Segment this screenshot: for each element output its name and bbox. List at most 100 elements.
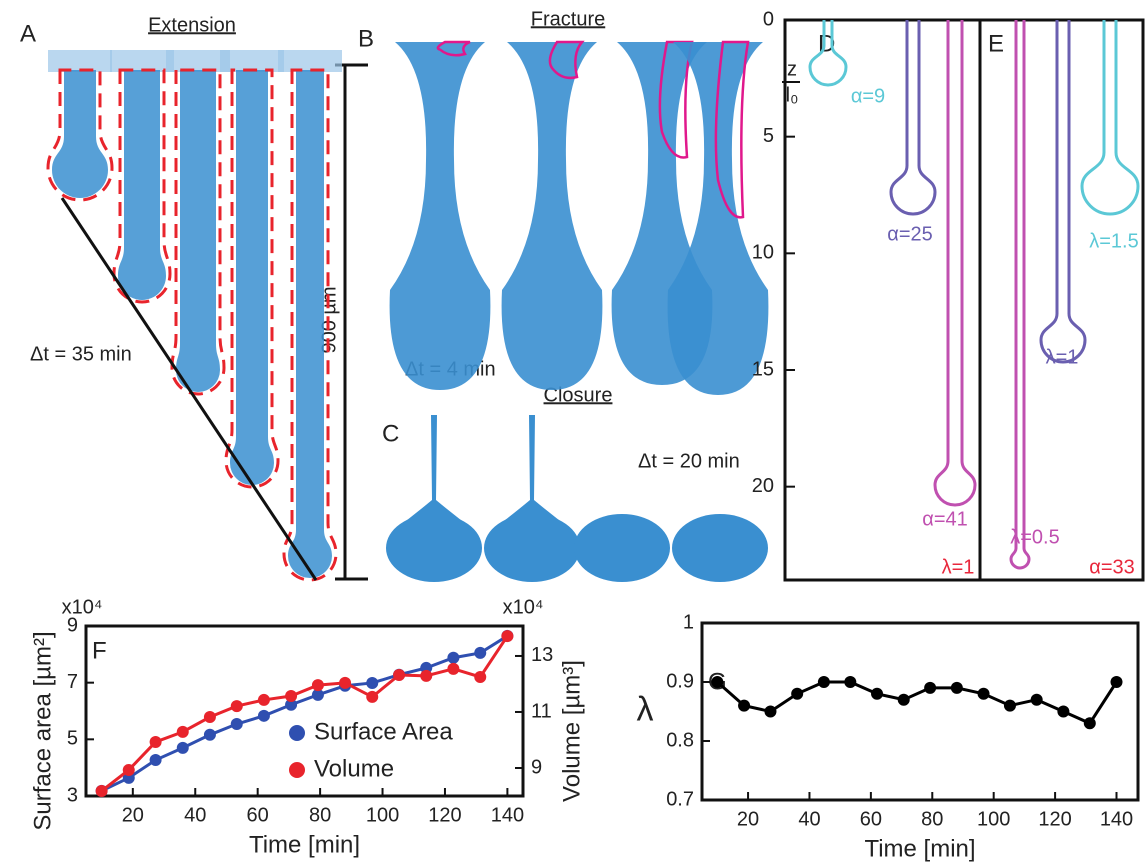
data-point xyxy=(366,690,379,703)
data-point xyxy=(501,630,514,643)
profile-curve xyxy=(1080,20,1140,216)
data-point xyxy=(311,679,324,692)
data-point xyxy=(203,728,216,741)
organoid-outline xyxy=(46,68,114,202)
data-point xyxy=(474,670,487,683)
y-tick-label: 0 xyxy=(763,8,774,30)
x-tick-label: 40 xyxy=(184,804,206,826)
debris xyxy=(278,50,342,72)
profile-curve xyxy=(933,20,977,507)
organoid xyxy=(484,514,580,582)
axis-label: l₀ xyxy=(786,84,799,106)
organoid-outline xyxy=(112,68,172,304)
organoid xyxy=(176,70,220,392)
curve-label: λ=1.5 xyxy=(1089,230,1138,252)
legend-label: Volume xyxy=(314,755,394,782)
panel-label: C xyxy=(382,420,399,447)
x-tick-label: 100 xyxy=(977,808,1010,830)
organoid-outline xyxy=(282,68,338,582)
organoid xyxy=(386,514,482,582)
multiplier: x10⁴ xyxy=(503,596,544,618)
data-point xyxy=(738,699,751,712)
data-point xyxy=(817,676,830,688)
data-point xyxy=(924,681,937,694)
trend-line xyxy=(60,197,318,581)
y-axis-label: λ xyxy=(637,690,654,728)
data-point xyxy=(764,705,777,718)
data-point xyxy=(176,741,189,754)
profiles: 0 5 10 15 20 α=9 α=25 α=41 λ=1 λ=1.5 λ=1 λ=0.5 α=33 xyxy=(752,8,1140,578)
y-tick-label: 0.7 xyxy=(666,788,694,810)
organoid xyxy=(667,42,769,395)
panel-label: A xyxy=(20,20,36,47)
x-tick-label: 120 xyxy=(1038,808,1071,830)
organoid xyxy=(118,70,166,300)
data-point xyxy=(149,754,162,767)
data-point xyxy=(897,693,910,706)
data-point xyxy=(285,698,298,711)
x-tick-label: 60 xyxy=(860,808,882,830)
data-point xyxy=(311,688,324,701)
y-tick-label: 0.9 xyxy=(666,670,694,692)
annotation: Δt = 35 min xyxy=(30,343,132,365)
data-point xyxy=(474,646,487,659)
data-point xyxy=(176,725,189,738)
x-tick-label: 80 xyxy=(921,808,943,830)
fracture-outline xyxy=(436,40,471,57)
data-point xyxy=(122,763,135,776)
organoid-neck xyxy=(394,415,474,530)
data-point xyxy=(393,669,406,682)
data-point xyxy=(230,718,243,731)
curve-label: λ=1 xyxy=(1046,346,1079,368)
organoid xyxy=(288,70,332,578)
data-point xyxy=(871,687,884,700)
y-tick-label: 5 xyxy=(67,728,78,750)
curve-label: α=41 xyxy=(922,508,968,530)
y-tick-label: 1 xyxy=(683,611,694,633)
data-point xyxy=(791,687,804,700)
plot-frame xyxy=(700,621,1140,802)
panel-title: Fracture xyxy=(531,8,605,30)
debris xyxy=(220,50,284,72)
x-tick-label: 20 xyxy=(737,808,759,830)
panel-title: Extension xyxy=(148,14,236,36)
organoid-outline xyxy=(170,68,226,396)
data-point xyxy=(950,681,963,694)
fracture-outline xyxy=(658,40,694,159)
organoid-outline xyxy=(224,68,280,489)
organoid xyxy=(389,42,491,390)
profile-curve xyxy=(808,20,848,87)
organoid xyxy=(574,514,670,582)
debris xyxy=(110,50,174,72)
x-tick-label: 140 xyxy=(1100,808,1133,830)
y2-tick-label: 11 xyxy=(531,700,552,722)
fracture-outline xyxy=(548,40,585,80)
curve-label: α=9 xyxy=(851,85,885,107)
y-tick-label: 9 xyxy=(67,614,78,636)
curve-label: α=33 xyxy=(1089,556,1135,578)
profile-curve xyxy=(1009,20,1031,570)
data-point xyxy=(203,711,216,724)
data-point xyxy=(257,693,270,706)
profile-curve xyxy=(1039,20,1087,364)
y-tick-label: 3 xyxy=(67,784,78,806)
x-tick-label: 100 xyxy=(366,804,399,826)
organoid xyxy=(501,42,603,390)
data-point xyxy=(447,651,460,664)
y-tick-label: 7 xyxy=(67,671,78,693)
x-axis-label: Time [min] xyxy=(864,835,975,862)
data-point xyxy=(366,676,379,689)
series-line xyxy=(716,680,1118,726)
multiplier: x10⁴ xyxy=(62,596,103,618)
annotation: Δt = 20 min xyxy=(638,450,740,472)
data-point xyxy=(1110,676,1123,688)
panel-frame xyxy=(978,18,1145,582)
axis-label: z xyxy=(787,58,797,80)
y-tick-label: 20 xyxy=(752,475,774,497)
x-tick-label: 120 xyxy=(428,804,461,826)
panel-label: E xyxy=(988,30,1004,57)
data-point xyxy=(149,735,162,748)
debris xyxy=(48,50,112,72)
